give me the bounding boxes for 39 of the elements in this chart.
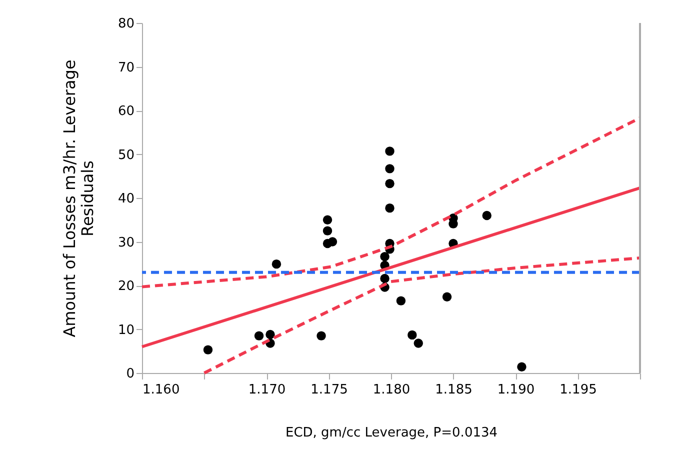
y-tick-label: 50 <box>118 148 134 163</box>
point <box>482 210 492 220</box>
point <box>385 164 394 174</box>
point <box>380 252 390 262</box>
y-tick-label: 20 <box>118 279 134 294</box>
y-axis-title: Amount of Losses m3/hr. Leverage Residuals <box>60 60 97 338</box>
x-tick-label: 1.170 <box>248 382 286 398</box>
y-tick-label: 30 <box>118 235 134 250</box>
point <box>396 296 406 306</box>
point <box>385 178 394 188</box>
x-axis-title: ECD, gm/cc Leverage, P=0.0134 <box>285 426 498 440</box>
point <box>328 237 338 246</box>
y-tick-label: 40 <box>118 192 134 206</box>
x-tick-label: 1.160 <box>142 382 180 398</box>
point <box>322 215 332 224</box>
point <box>414 338 423 348</box>
point <box>385 203 394 213</box>
x-tick-label: 1.185 <box>435 382 472 398</box>
point <box>442 292 452 302</box>
y-tick-label: 0 <box>126 366 134 382</box>
x-tick-label: 1.195 <box>560 382 597 398</box>
point <box>272 259 282 269</box>
y-tick-label: 70 <box>118 60 134 76</box>
point <box>380 274 390 284</box>
point <box>408 330 417 340</box>
point <box>385 146 394 156</box>
point <box>266 330 275 340</box>
x-tick-label: 1.175 <box>310 382 348 398</box>
point <box>254 331 264 340</box>
point <box>322 226 332 236</box>
y-tick-label: 60 <box>118 104 134 119</box>
point <box>203 345 213 354</box>
point <box>316 331 326 340</box>
x-tick-label: 1.180 <box>372 382 410 398</box>
x-tick-label: 1.190 <box>497 382 535 398</box>
y-tick-label: 10 <box>118 322 134 338</box>
line-series <box>202 256 642 374</box>
point <box>517 362 526 372</box>
y-tick-label: 80 <box>118 16 134 32</box>
